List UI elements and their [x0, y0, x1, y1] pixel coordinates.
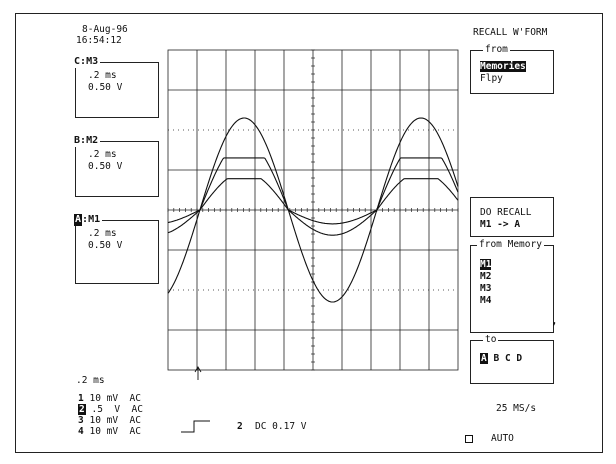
trace-m2-clipped: [167, 157, 459, 236]
input-4-scale: 10 mV: [89, 426, 119, 437]
channel-a-timebase: .2 ms: [88, 228, 117, 239]
channel-a-header: A:M1: [72, 214, 103, 226]
from-option-floppy[interactable]: Flpy: [480, 73, 503, 84]
do-recall-value: M1 -> A: [480, 219, 521, 230]
trace-group: [167, 117, 459, 303]
input-2-coupling: AC: [131, 404, 143, 415]
do-recall-button[interactable]: DO RECALL M1 -> A: [470, 197, 554, 237]
trace-m1-sine: [167, 117, 459, 303]
graticule: [167, 49, 459, 371]
channel-c-box[interactable]: C:M3 .2 ms 0.50 V: [72, 56, 159, 118]
trigger-channel: 2: [237, 421, 243, 432]
to-label: to: [483, 334, 499, 346]
input-4-num: 4: [78, 426, 84, 437]
channel-a-id: A: [74, 214, 83, 226]
input-3-num: 3: [78, 415, 84, 426]
to-target-a[interactable]: A: [480, 353, 488, 364]
to-targets-row: A B C D: [480, 353, 522, 364]
to-target-b[interactable]: B: [493, 353, 500, 364]
scroll-indicator-icon: ,: [551, 314, 558, 327]
auto-checkbox-icon[interactable]: [465, 435, 473, 443]
from-memory-box[interactable]: from Memory M1 M2 M3 M4: [470, 239, 554, 333]
channel-c-source: M3: [86, 56, 99, 67]
channel-a-volts: 0.50 V: [88, 240, 123, 251]
to-target-c[interactable]: C: [504, 353, 511, 364]
input-4-coupling: AC: [129, 426, 141, 437]
input-2-scale: .5 V: [91, 404, 121, 415]
to-target-d[interactable]: D: [516, 353, 523, 364]
channel-a-source: M1: [88, 214, 101, 225]
memory-item-m2[interactable]: M2: [480, 271, 492, 282]
channel-b-id: B: [74, 135, 81, 146]
from-source-box[interactable]: from Memories Flpy: [470, 44, 554, 94]
input-2-row: 2 .5 V AC: [78, 404, 143, 415]
scope-frame: [15, 13, 603, 453]
memory-item-m1[interactable]: M1: [480, 259, 492, 270]
channel-c-header: C:M3: [72, 56, 101, 68]
trigger-info: DC 0.17 V: [255, 421, 307, 432]
footer-timebase: .2 ms: [76, 375, 105, 386]
channel-b-header: B:M2: [72, 135, 101, 147]
channel-b-source: M2: [86, 135, 99, 146]
channel-b-volts: 0.50 V: [88, 161, 123, 172]
input-1-row: 1 10 mV AC: [78, 393, 141, 404]
date-label: 8-Aug-96: [82, 24, 128, 35]
channel-b-box[interactable]: B:M2 .2 ms 0.50 V: [72, 135, 159, 197]
channel-c-timebase: .2 ms: [88, 70, 117, 81]
menu-title: RECALL W'FORM: [473, 27, 548, 38]
input-1-scale: 10 mV: [89, 393, 119, 404]
channel-c-volts: 0.50 V: [88, 82, 123, 93]
do-recall-label: DO RECALL: [480, 207, 532, 218]
channel-b-timebase: .2 ms: [88, 149, 117, 160]
input-3-scale: 10 mV: [89, 415, 119, 426]
to-target-box[interactable]: to A B C D: [470, 334, 554, 384]
memory-item-m3[interactable]: M3: [480, 283, 492, 294]
trace-m3-clipped: [167, 178, 459, 225]
trigger-mode: AUTO: [491, 433, 514, 444]
input-1-coupling: AC: [129, 393, 141, 404]
channel-a-box[interactable]: A:M1 .2 ms 0.50 V: [72, 214, 159, 284]
sample-rate: 25 MS/s: [496, 403, 537, 414]
input-2-num: 2: [78, 404, 86, 415]
from-option-memories[interactable]: Memories: [480, 61, 526, 72]
from-memory-label: from Memory: [477, 239, 544, 251]
input-4-row: 4 10 mV AC: [78, 426, 141, 437]
time-label: 16:54:12: [76, 35, 122, 46]
input-1-num: 1: [78, 393, 84, 404]
input-3-coupling: AC: [129, 415, 141, 426]
input-3-row: 3 10 mV AC: [78, 415, 141, 426]
from-label: from: [483, 44, 510, 56]
trigger-edge-icon: [181, 420, 210, 433]
channel-c-id: C: [74, 56, 81, 67]
memory-item-m4[interactable]: M4: [480, 295, 492, 306]
trigger-marker-arrow: [194, 366, 202, 380]
